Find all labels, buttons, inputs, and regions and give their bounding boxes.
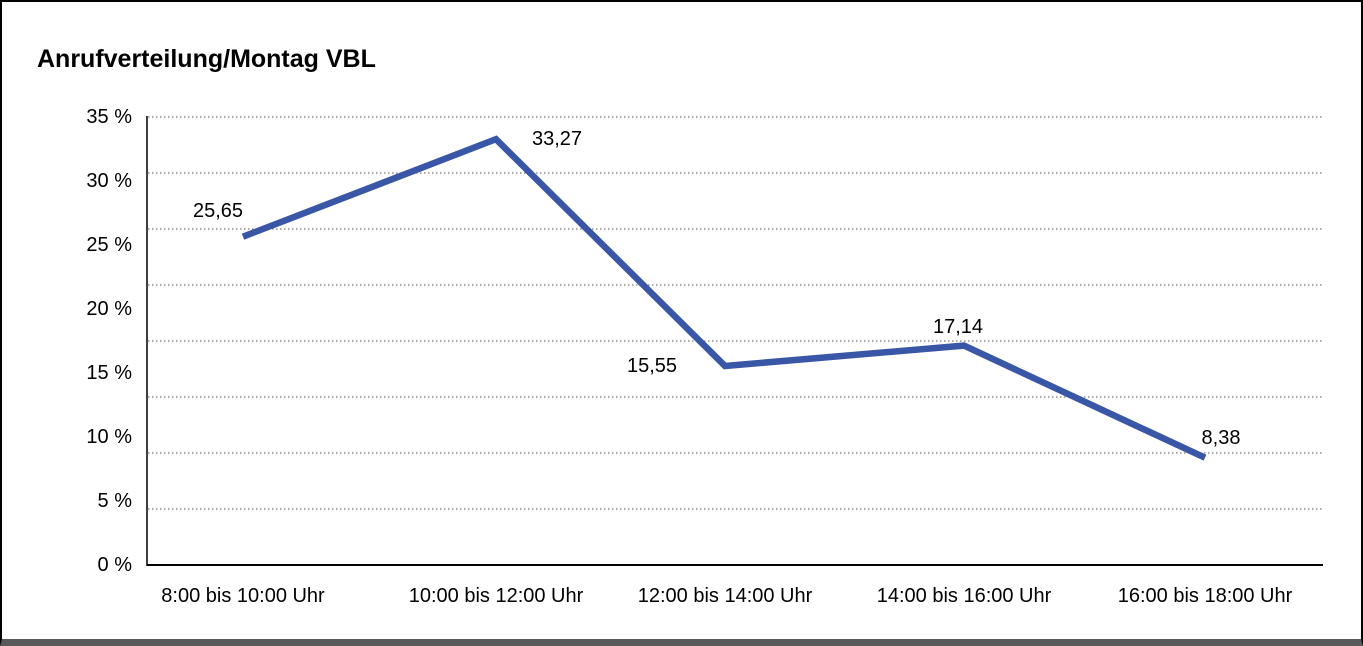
data-label: 15,55 (626, 354, 678, 377)
x-tick-label: 8:00 bis 10:00 Uhr (161, 585, 325, 607)
y-tick-label: 10 % (86, 426, 132, 448)
y-tick-label: 5 % (97, 490, 132, 512)
chart-title: Anrufverteilung/Montag VBL (37, 44, 376, 73)
data-label: 17,14 (932, 315, 984, 338)
data-label: 8,38 (1201, 426, 1241, 449)
y-tick-label: 35 % (86, 106, 132, 128)
y-tick-label: 30 % (86, 170, 132, 192)
y-tick-label: 15 % (86, 362, 132, 384)
y-tick-label: 20 % (86, 298, 132, 320)
line-series (241, 135, 1207, 461)
x-tick-label: 10:00 bis 12:00 Uhr (408, 585, 584, 607)
y-tick-label: 0 % (97, 554, 132, 576)
x-tick-label: 16:00 bis 18:00 Uhr (1117, 585, 1293, 607)
x-tick-label: 14:00 bis 16:00 Uhr (876, 585, 1052, 607)
x-tick-label: 12:00 bis 14:00 Uhr (637, 585, 813, 607)
y-tick-label: 25 % (86, 234, 132, 256)
data-label: 33,27 (531, 128, 583, 151)
data-label: 25,65 (192, 199, 244, 222)
